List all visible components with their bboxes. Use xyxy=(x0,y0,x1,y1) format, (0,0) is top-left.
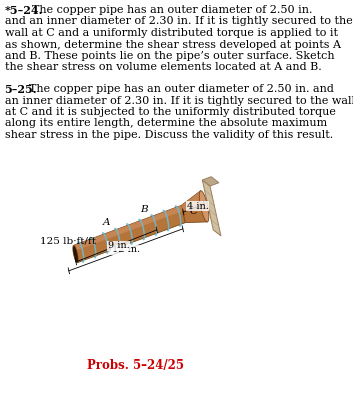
Text: 12 in.: 12 in. xyxy=(112,245,140,254)
Text: an inner diameter of 2.30 in. If it is tightly secured to the wall: an inner diameter of 2.30 in. If it is t… xyxy=(5,96,353,106)
Text: 9 in.: 9 in. xyxy=(108,241,130,251)
Polygon shape xyxy=(73,205,185,263)
Text: 4 in.: 4 in. xyxy=(187,202,209,211)
Polygon shape xyxy=(73,205,183,251)
Polygon shape xyxy=(202,180,221,236)
Text: The copper pipe has an outer diameter of 2.50 in. and: The copper pipe has an outer diameter of… xyxy=(22,84,334,94)
Text: along its entire length, determine the absolute maximum: along its entire length, determine the a… xyxy=(5,118,327,129)
Polygon shape xyxy=(181,191,208,223)
Text: 125 lb·ft/ft: 125 lb·ft/ft xyxy=(40,237,96,246)
Text: A: A xyxy=(103,218,111,227)
Text: and B. These points lie on the pipe’s outer surface. Sketch: and B. These points lie on the pipe’s ou… xyxy=(5,51,334,61)
Ellipse shape xyxy=(73,245,78,263)
Text: at C and it is subjected to the uniformly distributed torque: at C and it is subjected to the uniforml… xyxy=(5,107,335,117)
Text: C: C xyxy=(190,208,197,216)
Text: Probs. 5–24/25: Probs. 5–24/25 xyxy=(87,359,184,372)
Ellipse shape xyxy=(199,191,209,222)
Text: and an inner diameter of 2.30 in. If it is tightly secured to the: and an inner diameter of 2.30 in. If it … xyxy=(5,17,352,27)
Text: 5–25.: 5–25. xyxy=(5,84,37,95)
Polygon shape xyxy=(202,177,219,186)
Text: B: B xyxy=(140,205,148,214)
Polygon shape xyxy=(181,191,203,212)
Text: wall at C and a uniformly distributed torque is applied to it: wall at C and a uniformly distributed to… xyxy=(5,28,337,38)
Text: The copper pipe has an outer diameter of 2.50 in.: The copper pipe has an outer diameter of… xyxy=(25,5,312,15)
Text: the shear stress on volume elements located at A and B.: the shear stress on volume elements loca… xyxy=(5,62,321,73)
Text: shear stress in the pipe. Discuss the validity of this result.: shear stress in the pipe. Discuss the va… xyxy=(5,130,333,140)
Ellipse shape xyxy=(73,246,78,262)
Text: as shown, determine the shear stress developed at points A: as shown, determine the shear stress dev… xyxy=(5,39,341,50)
Text: *5–24.: *5–24. xyxy=(5,5,43,16)
